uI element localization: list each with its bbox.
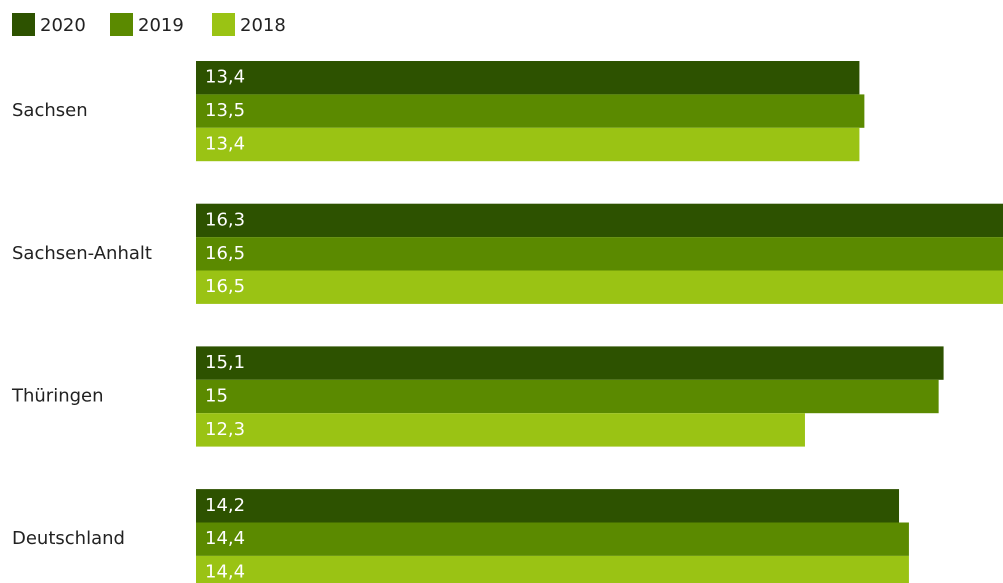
category-label: Deutschland [12, 528, 125, 549]
category-label: Sachsen [12, 100, 88, 121]
bar [196, 489, 900, 523]
bar [196, 379, 939, 414]
bar [196, 203, 1003, 238]
bar [196, 61, 860, 95]
value-label: 15 [205, 386, 228, 407]
bar [196, 346, 944, 380]
value-label: 15,1 [205, 352, 245, 373]
legend-label: 2018 [240, 15, 286, 36]
bar [196, 270, 1003, 304]
bar [196, 237, 1003, 271]
value-label: 13,4 [205, 134, 245, 155]
legend-swatch [110, 13, 133, 36]
bar [196, 127, 860, 162]
value-label: 13,5 [205, 100, 245, 121]
category-label: Thüringen [11, 386, 104, 407]
bar [196, 94, 865, 128]
category-label: Sachsen-Anhalt [12, 243, 152, 264]
bar [196, 522, 909, 556]
legend-swatch [212, 13, 235, 36]
value-label: 16,5 [205, 276, 245, 297]
value-label: 14,4 [205, 562, 245, 583]
value-label: 16,5 [205, 243, 245, 264]
bar [196, 555, 909, 583]
legend-label: 2020 [40, 15, 86, 36]
legend-label: 2019 [138, 15, 184, 36]
legend-swatch [12, 13, 35, 36]
value-label: 14,4 [205, 528, 245, 549]
value-label: 14,2 [205, 495, 245, 516]
bar [196, 413, 805, 447]
value-label: 13,4 [205, 67, 245, 88]
value-label: 16,3 [205, 209, 245, 230]
value-label: 12,3 [205, 419, 245, 440]
